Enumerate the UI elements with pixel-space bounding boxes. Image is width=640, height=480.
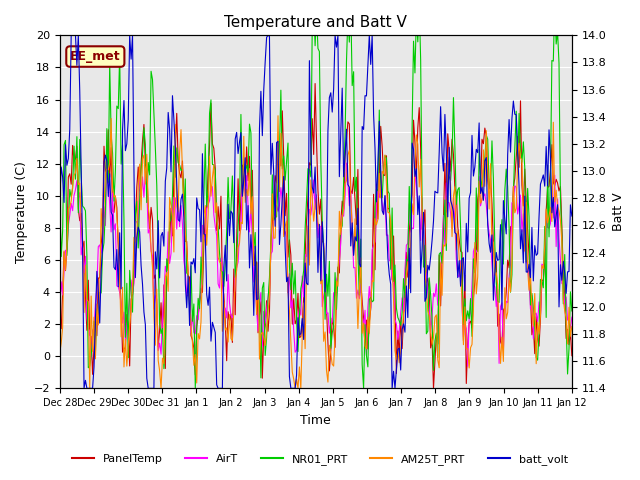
Y-axis label: Batt V: Batt V <box>612 192 625 231</box>
Text: EE_met: EE_met <box>70 50 121 63</box>
X-axis label: Time: Time <box>300 414 331 427</box>
Y-axis label: Temperature (C): Temperature (C) <box>15 161 28 263</box>
Title: Temperature and Batt V: Temperature and Batt V <box>225 15 407 30</box>
Legend: PanelTemp, AirT, NR01_PRT, AM25T_PRT, batt_volt: PanelTemp, AirT, NR01_PRT, AM25T_PRT, ba… <box>68 450 572 469</box>
